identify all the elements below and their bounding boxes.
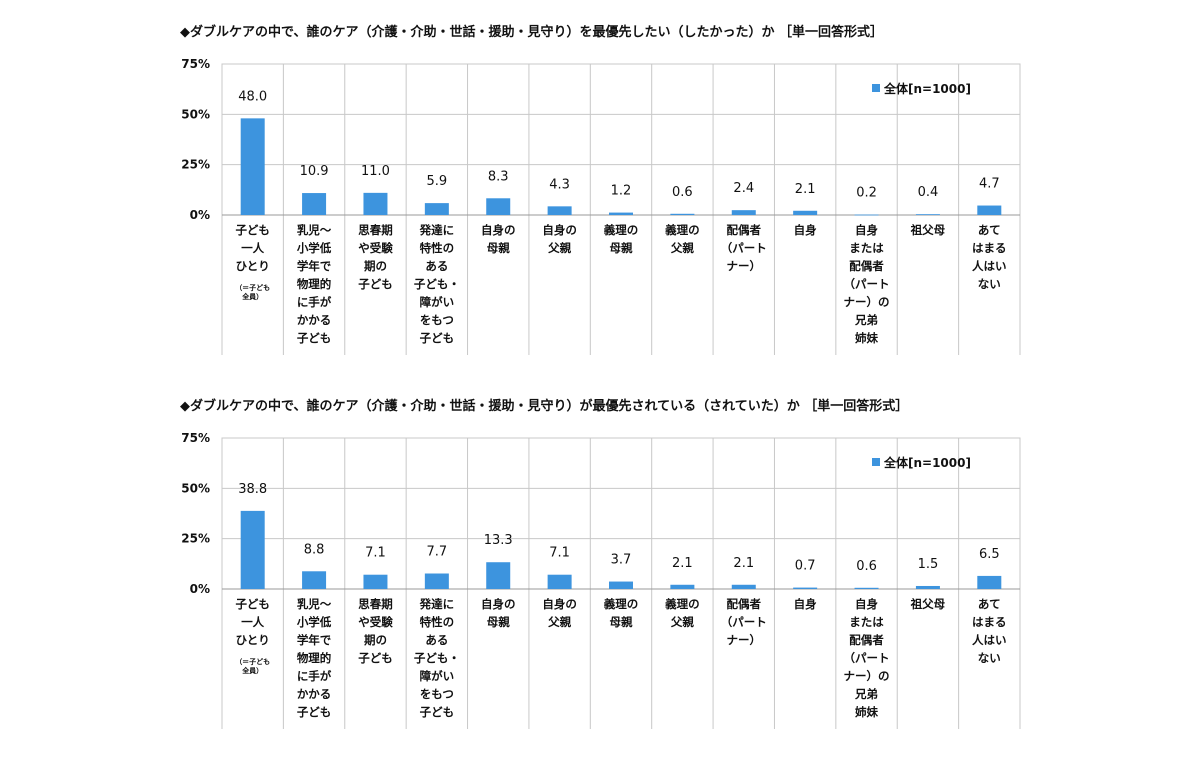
data-label: 8.3	[488, 169, 509, 184]
x-tick-label: 自身または配偶者（パートナー）の兄弟姉妹	[844, 597, 890, 719]
data-label: 1.5	[918, 557, 939, 572]
bar	[670, 213, 695, 215]
data-label: 38.8	[238, 482, 267, 497]
x-tick-label: 乳児～小学低学年で物理的に手がかかる子ども	[296, 597, 332, 719]
legend-swatch	[872, 84, 880, 92]
bar	[977, 575, 1002, 589]
x-tick-label: 自身	[794, 597, 817, 611]
legend-label: 全体[n=1000]	[883, 81, 971, 96]
bar	[547, 206, 572, 215]
bar-chart-most-prioritized-actual: 0% 25% 50% 75% 38.8 8.8 7.1 7.7 13.3 7.1 3.7 2.1 2.1…	[181, 431, 1021, 729]
y-tick-label: 0%	[190, 208, 210, 222]
x-tick-label: 義理の母親	[604, 223, 639, 255]
x-tick-label: 自身の父親	[542, 597, 577, 629]
data-label: 7.7	[427, 544, 448, 559]
x-tick-label: 発達に特性のある子ども・障がいをもつ子ども	[414, 223, 460, 345]
bar	[977, 205, 1002, 215]
data-label: 0.4	[918, 185, 939, 200]
data-label: 7.1	[549, 546, 570, 561]
data-label: 10.9	[300, 164, 329, 179]
x-tick-label: 配偶者（パートナー）	[721, 597, 767, 647]
y-tick-label: 50%	[181, 107, 210, 121]
data-label: 2.4	[733, 181, 754, 196]
data-label: 5.9	[427, 174, 448, 189]
bar	[793, 210, 818, 215]
bar-chart-most-prioritized-want: 0% 25% 50% 75% 48.0 10.9 11.0 5.9 8.3 4.3 1.2 0.6 2.…	[181, 57, 1021, 355]
x-tick-label: 義理の父親	[665, 223, 700, 255]
data-label: 2.1	[672, 556, 693, 571]
bar	[302, 193, 327, 215]
x-tick-label: 乳児～小学低学年で物理的に手がかかる子ども	[296, 223, 332, 345]
data-label: 6.5	[979, 547, 1000, 562]
x-tick-label: 自身の父親	[542, 223, 577, 255]
data-label: 7.1	[365, 546, 386, 561]
y-tick-label: 0%	[190, 582, 210, 596]
data-label: 3.7	[611, 553, 632, 568]
data-label: 11.0	[361, 164, 390, 179]
data-label: 13.3	[484, 533, 513, 548]
bar	[424, 573, 449, 589]
x-tick-label: 祖父母	[910, 223, 946, 237]
bar	[424, 203, 449, 215]
data-label: 0.7	[795, 559, 816, 574]
data-label: 0.6	[856, 559, 877, 574]
data-label: 48.0	[238, 89, 267, 104]
category-note: （＝子ども全員）	[235, 283, 270, 301]
x-tick-label: 発達に特性のある子ども・障がいをもつ子ども	[414, 597, 460, 719]
bar	[363, 192, 388, 215]
x-tick-label: 祖父母	[910, 597, 946, 611]
y-tick-label: 50%	[181, 481, 210, 495]
data-label: 4.3	[549, 177, 570, 192]
bar	[240, 510, 265, 589]
x-tick-label: あてはまる人はいない	[972, 597, 1007, 665]
data-label: 2.1	[795, 182, 816, 197]
bar	[240, 118, 265, 215]
bar	[486, 562, 511, 589]
x-tick-label: 自身または配偶者（パートナー）の兄弟姉妹	[844, 223, 890, 345]
x-tick-label: 義理の父親	[665, 597, 700, 629]
x-tick-label: 自身の母親	[481, 597, 516, 629]
x-tick-label: 自身の母親	[481, 223, 516, 255]
x-tick-label: 子ども一人ひとり	[235, 597, 270, 647]
data-label: 1.2	[611, 184, 632, 199]
data-label: 8.8	[304, 542, 325, 557]
bar	[547, 574, 572, 589]
data-label: 0.2	[856, 186, 877, 201]
y-tick-label: 25%	[181, 158, 210, 172]
x-tick-label: あてはまる人はいない	[972, 223, 1007, 291]
bar	[302, 571, 327, 589]
x-tick-label: 義理の母親	[604, 597, 639, 629]
x-tick-label: 子ども一人ひとり	[235, 223, 270, 273]
bar	[915, 585, 940, 589]
bar	[609, 212, 633, 215]
y-tick-label: 25%	[181, 532, 210, 546]
bar	[854, 587, 879, 589]
x-tick-label: 配偶者（パートナー）	[721, 223, 767, 273]
x-tick-label: 自身	[794, 223, 817, 237]
y-tick-label: 75%	[181, 431, 210, 445]
bar	[731, 584, 756, 589]
bar	[609, 581, 633, 589]
x-tick-label: 思春期や受験期の子ども	[358, 223, 393, 291]
legend-swatch	[872, 458, 880, 466]
data-label: 2.1	[733, 556, 754, 571]
bar	[670, 584, 695, 589]
bar	[363, 574, 388, 589]
y-tick-label: 75%	[181, 57, 210, 71]
bar	[854, 214, 879, 216]
chart-title: ◆ダブルケアの中で、誰のケア（介護・介助・世話・援助・見守り）が最優先されている…	[180, 399, 909, 414]
x-tick-label: 思春期や受験期の子ども	[358, 597, 393, 665]
legend-label: 全体[n=1000]	[883, 455, 971, 470]
bar	[731, 210, 756, 215]
category-note: （＝子ども全員）	[235, 657, 270, 675]
bar	[915, 214, 940, 215]
data-label: 0.6	[672, 185, 693, 200]
chart-title: ◆ダブルケアの中で、誰のケア（介護・介助・世話・援助・見守り）を最優先したい（し…	[180, 25, 884, 40]
bar	[486, 198, 511, 215]
data-label: 4.7	[979, 177, 1000, 192]
bar	[793, 587, 818, 589]
